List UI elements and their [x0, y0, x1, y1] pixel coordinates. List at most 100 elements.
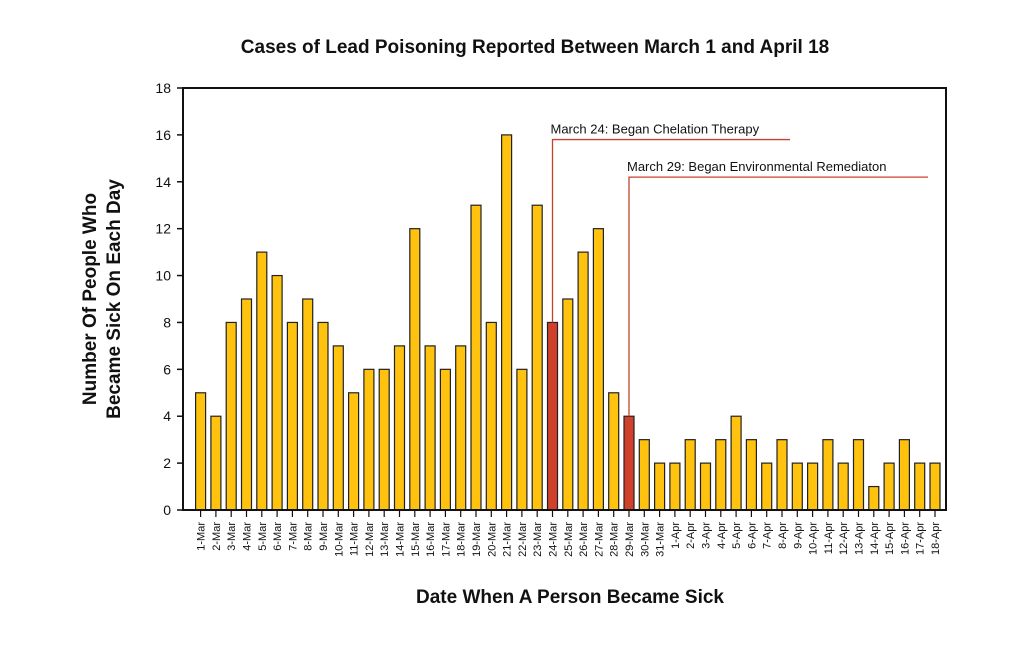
- x-tick-label: 2-Mar: [211, 522, 223, 551]
- bar-13-Mar: [378, 368, 390, 511]
- bar-18-Mar: [455, 345, 467, 511]
- x-tick-label: 24-Mar: [548, 522, 560, 557]
- bar-23-Mar: [531, 204, 543, 511]
- bar-3-Apr: [699, 462, 712, 511]
- x-tick-label: 25-Mar: [563, 522, 575, 557]
- x-tick-label: 7-Mar: [287, 522, 299, 551]
- annotation-line: [551, 138, 790, 323]
- x-tick-label: 18-Mar: [456, 522, 468, 557]
- bar-1-Mar: [195, 392, 207, 511]
- bar-16-Mar: [424, 345, 436, 511]
- bar-3-Mar: [225, 321, 237, 511]
- bar-17-Mar: [439, 368, 451, 511]
- x-tick-label: 9-Apr: [792, 522, 804, 549]
- bar-29-Mar: [623, 415, 635, 511]
- x-tick-label: 10-Mar: [333, 522, 345, 557]
- bar-24-Mar: [546, 321, 559, 511]
- annotation-label: March 29: Began Environmental Remediaton: [627, 159, 886, 174]
- x-axis-label: Date When A Person Became Sick: [416, 587, 724, 608]
- x-tick-label: 13-Apr: [854, 522, 866, 555]
- y-tick-label: 18: [155, 80, 171, 96]
- x-tick-label: 19-Mar: [471, 522, 483, 557]
- y-tick-label: 8: [163, 314, 171, 330]
- annotation-label: March 24: Began Chelation Therapy: [551, 122, 760, 137]
- bar-10-Apr: [806, 462, 819, 511]
- x-tick-label: 6-Apr: [746, 522, 758, 549]
- x-tick-label: 16-Mar: [425, 522, 437, 557]
- chart-title: Cases of Lead Poisoning Reported Between…: [241, 37, 829, 58]
- bar-14-Apr: [868, 485, 880, 511]
- bar-31-Mar: [653, 462, 666, 511]
- bar-2-Mar: [210, 415, 222, 511]
- y-axis-label-line-1: Number Of People Who: [80, 193, 101, 405]
- bar-2-Apr: [684, 439, 696, 511]
- bar-20-Mar: [485, 321, 497, 511]
- bar-26-Mar: [577, 251, 589, 511]
- bar-6-Apr: [745, 439, 758, 511]
- x-tick-label: 3-Apr: [701, 522, 713, 549]
- bar-15-Apr: [883, 462, 895, 511]
- x-tick-label: 30-Mar: [639, 522, 651, 557]
- x-tick-label: 5-Mar: [257, 522, 269, 551]
- x-tick-label: 23-Mar: [532, 522, 544, 557]
- x-tick-label: 28-Mar: [609, 522, 621, 557]
- bar-11-Mar: [348, 392, 360, 511]
- x-tick-label: 21-Mar: [502, 522, 514, 557]
- y-tick-label: 10: [155, 268, 171, 284]
- y-tick-label: 16: [155, 127, 171, 143]
- bar-19-Mar: [470, 204, 482, 511]
- bar-12-Apr: [837, 462, 849, 511]
- y-tick-label: 4: [163, 408, 171, 424]
- x-tick-label: 7-Apr: [762, 522, 774, 549]
- bar-13-Apr: [852, 439, 865, 511]
- bar-25-Mar: [562, 298, 574, 511]
- x-tick-label: 9-Mar: [318, 522, 330, 551]
- bar-7-Mar: [286, 321, 298, 511]
- x-tick-label: 29-Mar: [624, 522, 636, 557]
- x-tick-label: 31-Mar: [655, 522, 667, 557]
- bar-17-Apr: [914, 462, 926, 511]
- x-tick-label: 2-Apr: [685, 522, 697, 549]
- y-axis-label-line-2: Became Sick On Each Day: [104, 179, 125, 419]
- bar-14-Mar: [393, 345, 406, 511]
- bar-8-Apr: [776, 439, 788, 511]
- bar-16-Apr: [898, 439, 911, 511]
- x-tick-label: 11-Mar: [349, 522, 361, 556]
- bar-22-Mar: [516, 368, 528, 511]
- bar-12-Mar: [363, 368, 375, 511]
- bar-27-Mar: [592, 228, 605, 511]
- bar-30-Mar: [638, 439, 650, 511]
- x-tick-label: 4-Apr: [716, 522, 728, 549]
- x-tick-label: 8-Apr: [777, 522, 789, 549]
- annotation-line: [628, 176, 928, 417]
- bar-11-Apr: [822, 439, 834, 511]
- bar-9-Mar: [317, 321, 329, 511]
- x-tick-label: 13-Mar: [379, 522, 391, 557]
- x-tick-label: 12-Mar: [364, 522, 376, 557]
- y-tick-label: 12: [155, 221, 171, 237]
- x-tick-label: 11-Apr: [823, 522, 835, 555]
- x-tick-label: 12-Apr: [838, 522, 850, 555]
- y-tick-label: 14: [155, 174, 171, 190]
- x-tick-label: 6-Mar: [272, 522, 284, 551]
- x-tick-label: 26-Mar: [578, 522, 590, 557]
- x-tick-label: 27-Mar: [593, 522, 605, 557]
- x-tick-label: 4-Mar: [242, 522, 254, 551]
- bar-15-Mar: [409, 228, 421, 511]
- bar-9-Apr: [791, 462, 803, 511]
- x-tick-label: 15-Mar: [410, 522, 422, 557]
- x-tick-label: 14-Apr: [869, 522, 881, 555]
- y-tick-label: 0: [163, 502, 171, 518]
- bar-5-Apr: [730, 415, 742, 511]
- x-tick-label: 1-Apr: [670, 522, 682, 549]
- x-tick-label: 3-Mar: [226, 522, 238, 551]
- x-tick-label: 17-Mar: [440, 522, 452, 557]
- bar-18-Apr: [929, 462, 941, 511]
- bar-8-Mar: [302, 298, 314, 511]
- plot-frame: [182, 87, 947, 511]
- x-tick-label: 18-Apr: [930, 522, 942, 555]
- x-tick-label: 10-Apr: [808, 522, 820, 555]
- bar-21-Mar: [501, 134, 513, 511]
- bar-28-Mar: [608, 392, 620, 511]
